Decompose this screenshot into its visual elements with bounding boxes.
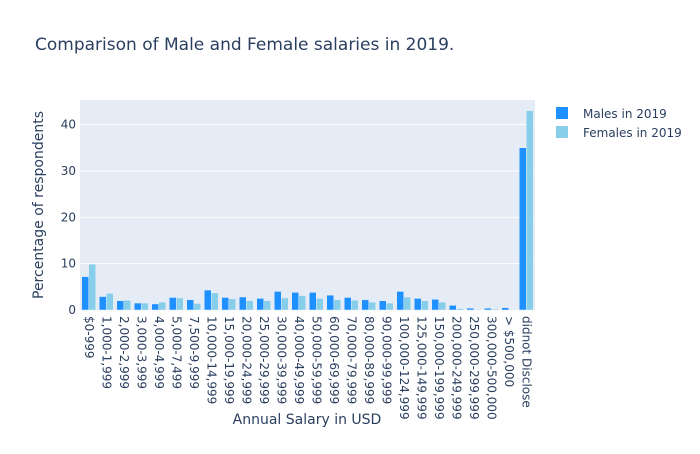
- bar-females[interactable]: [334, 300, 341, 310]
- x-tick-label: 80,000-89,999: [362, 316, 376, 404]
- bar-females[interactable]: [421, 301, 428, 310]
- legend-label-males: Males in 2019: [583, 107, 667, 121]
- legend: Males in 2019 Females in 2019: [556, 107, 682, 140]
- bar-males[interactable]: [239, 297, 246, 310]
- x-tick-label: 20,000-24,999: [239, 316, 253, 404]
- y-tick-label: 10: [61, 257, 76, 271]
- x-tick-label: 7,500-9,999: [187, 316, 201, 389]
- bar-males[interactable]: [362, 300, 369, 310]
- bar-males[interactable]: [344, 297, 351, 310]
- legend-item-males[interactable]: Males in 2019: [556, 107, 667, 121]
- x-tick-label: 250,000-299,999: [467, 316, 481, 420]
- x-tick-label: 150,000-199,999: [432, 316, 446, 420]
- x-tick-label: 60,000-69,999: [327, 316, 341, 404]
- y-tick-label: 30: [61, 164, 76, 178]
- bar-males[interactable]: [152, 304, 159, 310]
- x-tick-label: 200,000-249,999: [449, 316, 463, 420]
- x-tick-label: 90,000-99,999: [379, 316, 393, 404]
- bar-males[interactable]: [502, 308, 509, 310]
- bar-females[interactable]: [439, 302, 446, 310]
- bar-males[interactable]: [82, 277, 89, 310]
- legend-item-females[interactable]: Females in 2019: [556, 126, 682, 140]
- bar-females[interactable]: [299, 296, 306, 310]
- bar-males[interactable]: [309, 292, 316, 310]
- bar-males[interactable]: [379, 301, 386, 310]
- plot-background: [80, 100, 535, 310]
- bar-females[interactable]: [194, 304, 201, 310]
- x-tick-label: 70,000-79,999: [344, 316, 358, 404]
- bar-females[interactable]: [351, 300, 358, 310]
- x-tick-label: 40,000-49,999: [292, 316, 306, 404]
- bar-females[interactable]: [176, 298, 183, 310]
- legend-swatch-males: [556, 107, 568, 119]
- bar-females[interactable]: [124, 300, 131, 310]
- bar-males[interactable]: [397, 291, 404, 310]
- x-tick-label: 100,000-124,999: [397, 316, 411, 420]
- bar-females[interactable]: [491, 309, 498, 310]
- x-axis-label: Annual Salary in USD: [233, 412, 382, 428]
- y-tick-label: 0: [68, 303, 76, 317]
- bar-females[interactable]: [456, 309, 463, 310]
- x-tick-label: > $500,000: [502, 316, 516, 387]
- bar-females[interactable]: [404, 297, 411, 310]
- bar-females[interactable]: [106, 293, 113, 310]
- y-tick-label: 20: [61, 210, 76, 224]
- x-tick-label: 50,000-59,999: [309, 316, 323, 404]
- bar-females[interactable]: [316, 298, 323, 310]
- bar-males[interactable]: [204, 290, 211, 310]
- bar-males[interactable]: [519, 148, 526, 310]
- bar-males[interactable]: [432, 299, 439, 310]
- bar-males[interactable]: [274, 291, 281, 310]
- bar-males[interactable]: [449, 305, 456, 310]
- bar-females[interactable]: [281, 298, 288, 310]
- bar-males[interactable]: [292, 292, 299, 310]
- bar-males[interactable]: [484, 308, 491, 310]
- bar-males[interactable]: [327, 295, 334, 310]
- y-axis-label: Percentage of respondents: [31, 111, 47, 299]
- bar-females[interactable]: [89, 264, 96, 310]
- chart-title: Comparison of Male and Female salaries i…: [35, 35, 454, 55]
- bar-females[interactable]: [246, 301, 253, 310]
- legend-label-females: Females in 2019: [583, 126, 682, 140]
- bar-males[interactable]: [467, 308, 474, 310]
- bar-females[interactable]: [159, 302, 166, 310]
- x-tick-label: 125,000-149,999: [414, 316, 428, 420]
- y-tick-labels: 0 10 20 30 40: [61, 118, 76, 317]
- x-tick-label: 1,000-1,999: [99, 316, 113, 389]
- bar-males[interactable]: [414, 298, 421, 310]
- bar-females[interactable]: [526, 111, 533, 310]
- x-tick-label: $0-999: [82, 316, 96, 359]
- bar-males[interactable]: [134, 303, 141, 310]
- bar-males[interactable]: [222, 297, 229, 310]
- bar-females[interactable]: [229, 299, 236, 310]
- x-tick-label: 2,000-2,999: [117, 316, 131, 389]
- bar-females[interactable]: [264, 301, 271, 310]
- x-tick-label: 25,000-29,999: [257, 316, 271, 404]
- bar-females[interactable]: [386, 303, 393, 310]
- bar-males[interactable]: [99, 297, 106, 310]
- bar-females[interactable]: [369, 302, 376, 310]
- x-tick-label: 15,000-19,999: [222, 316, 236, 404]
- x-tick-label: 5,000-7,499: [169, 316, 183, 389]
- bar-females[interactable]: [211, 293, 218, 310]
- y-tick-label: 40: [61, 118, 76, 132]
- x-tick-label: 300,000-500,000: [484, 316, 498, 420]
- bar-males[interactable]: [169, 297, 176, 310]
- bar-males[interactable]: [117, 301, 124, 310]
- x-tick-label: 10,000-14,999: [204, 316, 218, 404]
- bar-males[interactable]: [257, 298, 264, 310]
- legend-swatch-females: [556, 126, 568, 138]
- x-tick-label: 30,000-39,999: [274, 316, 288, 404]
- bar-males[interactable]: [187, 300, 194, 310]
- x-tick-label: 4,000-4,999: [152, 316, 166, 389]
- x-tick-label: 3,000-3,999: [134, 316, 148, 389]
- bar-females[interactable]: [141, 303, 148, 310]
- x-tick-label: didnot Disclose: [519, 316, 533, 408]
